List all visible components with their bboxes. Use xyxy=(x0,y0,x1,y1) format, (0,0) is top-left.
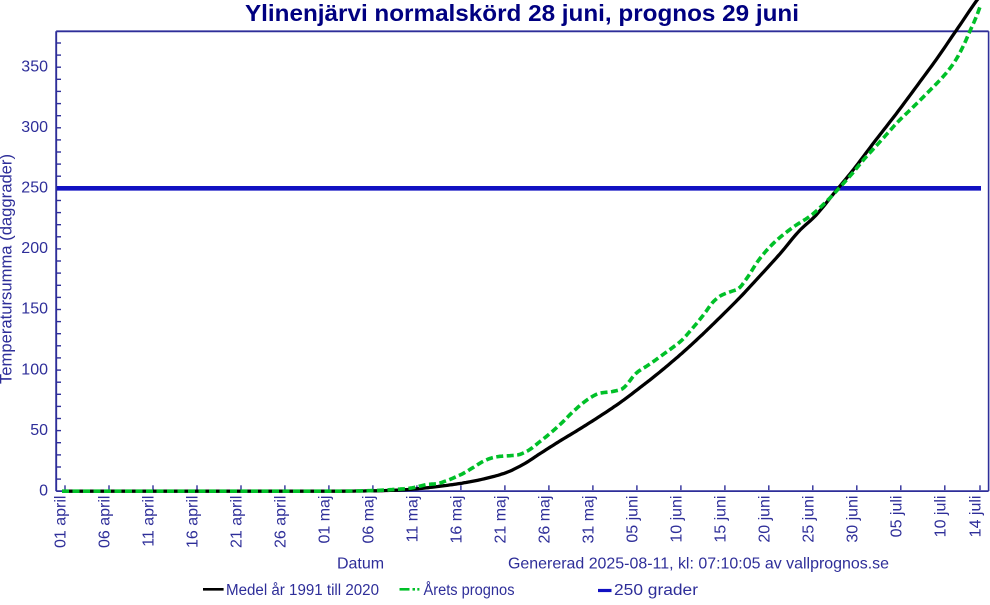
svg-text:20 juni: 20 juni xyxy=(756,496,773,543)
svg-text:11 maj: 11 maj xyxy=(404,496,421,543)
svg-text:150: 150 xyxy=(21,301,48,318)
svg-text:10 juli: 10 juli xyxy=(932,496,949,538)
svg-text:14 juli: 14 juli xyxy=(968,496,985,538)
svg-text:Ylinenjärvi normalskörd 28 jun: Ylinenjärvi normalskörd 28 juni, prognos… xyxy=(245,0,799,26)
svg-text:15 juni: 15 juni xyxy=(712,496,729,543)
svg-text:16 april: 16 april xyxy=(185,496,202,548)
svg-text:350: 350 xyxy=(21,58,48,75)
svg-text:300: 300 xyxy=(21,119,48,136)
svg-text:06 maj: 06 maj xyxy=(360,496,377,544)
svg-text:200: 200 xyxy=(21,240,48,257)
svg-text:250 grader: 250 grader xyxy=(614,582,698,599)
svg-text:31 maj: 31 maj xyxy=(580,496,597,544)
svg-text:26 april: 26 april xyxy=(272,496,289,548)
svg-text:Medel år 1991 till 2020: Medel år 1991 till 2020 xyxy=(226,582,379,599)
svg-text:05 juni: 05 juni xyxy=(624,496,641,543)
svg-text:11 april: 11 april xyxy=(141,496,158,547)
svg-text:05 juli: 05 juli xyxy=(888,496,905,538)
svg-text:30 juni: 30 juni xyxy=(844,496,861,543)
svg-text:01 april: 01 april xyxy=(53,496,70,548)
svg-text:26 maj: 26 maj xyxy=(536,496,553,544)
svg-text:21 april: 21 april xyxy=(229,496,246,548)
svg-text:Temperatursumma (daggrader): Temperatursumma (daggrader) xyxy=(0,154,16,384)
svg-text:250: 250 xyxy=(21,180,48,197)
svg-text:Genererad 2025-08-11, kl: 07:1: Genererad 2025-08-11, kl: 07:10:05 av va… xyxy=(508,556,889,573)
svg-text:25 juni: 25 juni xyxy=(800,496,817,543)
svg-text:0: 0 xyxy=(39,482,48,499)
svg-text:Årets prognos: Årets prognos xyxy=(424,582,515,599)
svg-text:100: 100 xyxy=(21,361,48,378)
svg-text:16 maj: 16 maj xyxy=(448,496,465,544)
svg-text:50: 50 xyxy=(30,422,48,439)
svg-text:10 juni: 10 juni xyxy=(668,496,685,543)
svg-text:Datum: Datum xyxy=(337,556,384,573)
svg-text:21 maj: 21 maj xyxy=(492,496,509,544)
svg-text:01 maj: 01 maj xyxy=(316,496,333,544)
svg-text:06 april: 06 april xyxy=(97,496,114,548)
